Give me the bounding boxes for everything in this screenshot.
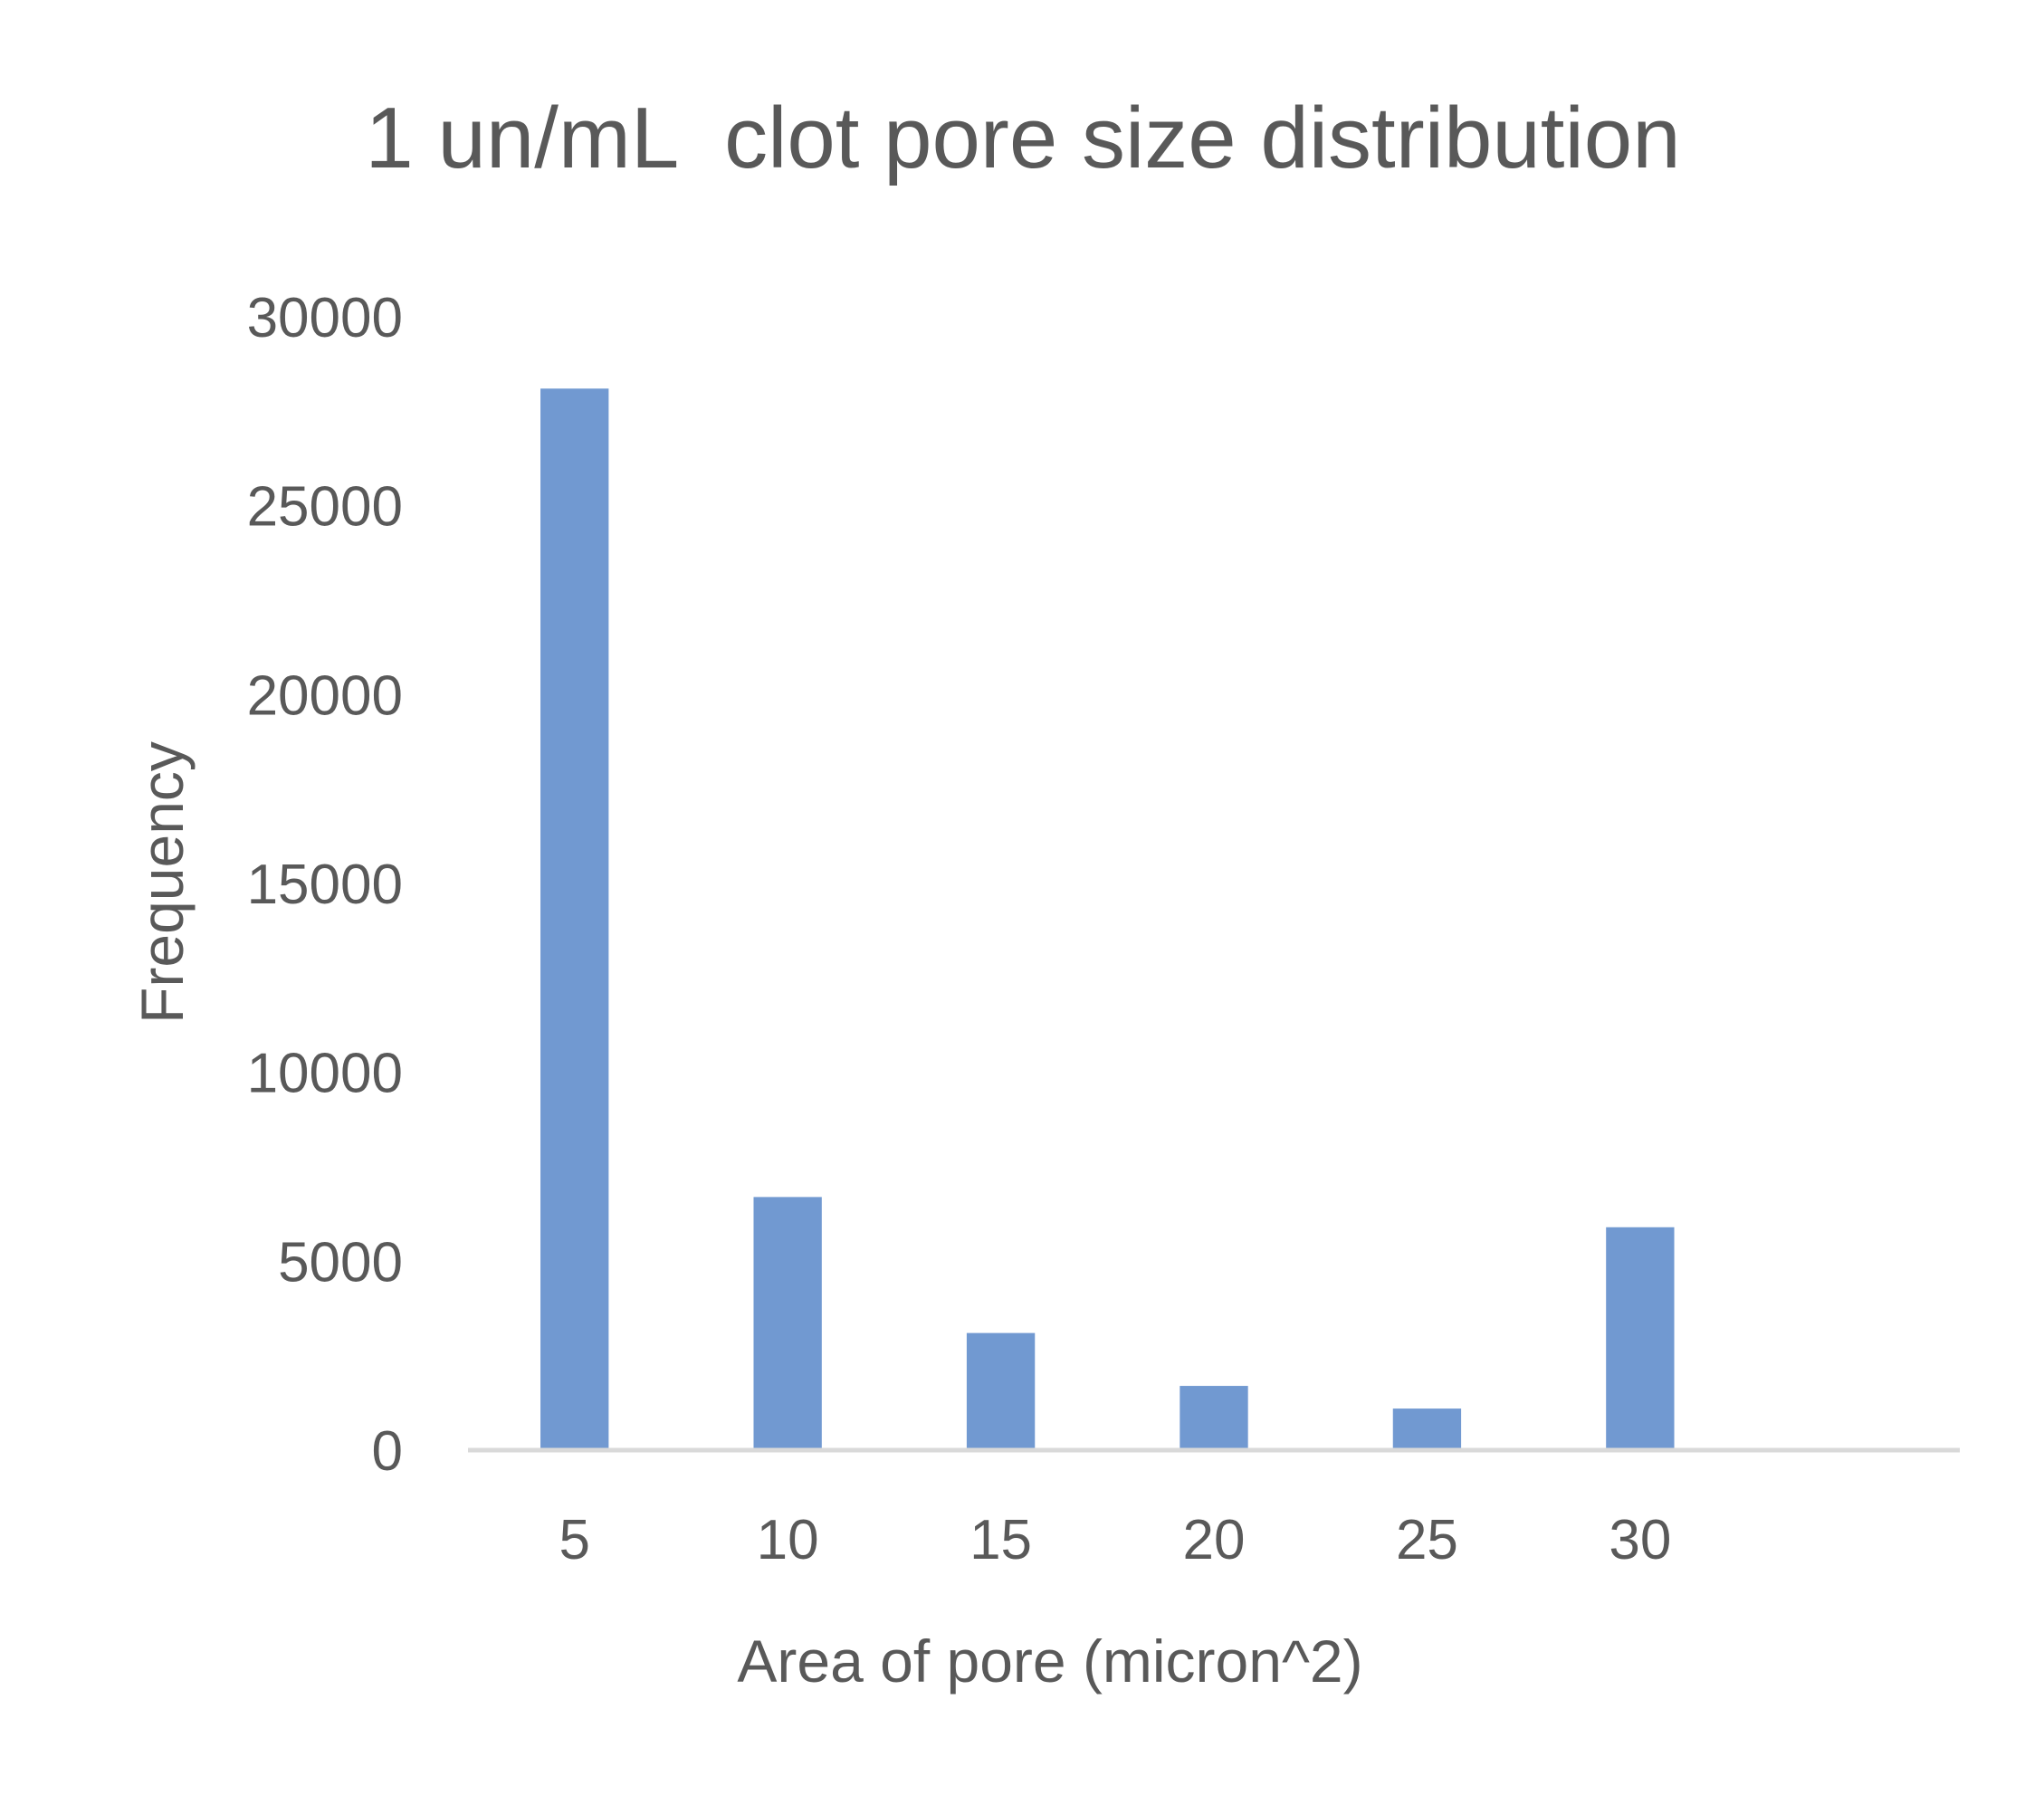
x-tick-label: 10 — [757, 1509, 819, 1571]
bars — [540, 388, 1675, 1450]
y-tick-label: 0 — [372, 1420, 403, 1483]
y-tick-label: 20000 — [247, 664, 403, 727]
x-tick-label: 30 — [1609, 1509, 1671, 1571]
x-tick-label: 5 — [559, 1509, 589, 1571]
y-tick-label: 10000 — [247, 1043, 403, 1105]
x-tick-label: 25 — [1396, 1509, 1458, 1571]
bar — [753, 1197, 822, 1450]
x-tick-label: 20 — [1183, 1509, 1246, 1571]
bar — [1606, 1227, 1675, 1450]
bar — [966, 1332, 1036, 1450]
y-tick-label: 5000 — [278, 1231, 403, 1294]
x-axis-ticks: 5 10 15 20 25 30 — [559, 1509, 1671, 1571]
x-tick-label: 15 — [969, 1509, 1032, 1571]
y-axis-ticks: 0 5000 10000 15000 20000 25000 30000 — [247, 287, 403, 1483]
y-tick-label: 25000 — [247, 476, 403, 539]
y-tick-label: 15000 — [247, 854, 403, 916]
chart-title: 1 un/mL clot pore size distribution — [365, 90, 1680, 186]
bar — [1392, 1408, 1462, 1450]
y-tick-label: 30000 — [247, 287, 403, 349]
y-axis-title: Frequency — [129, 741, 196, 1024]
bar — [540, 388, 609, 1450]
bar — [1180, 1386, 1248, 1450]
x-axis-title: Area of pore (micron^2) — [737, 1628, 1362, 1695]
